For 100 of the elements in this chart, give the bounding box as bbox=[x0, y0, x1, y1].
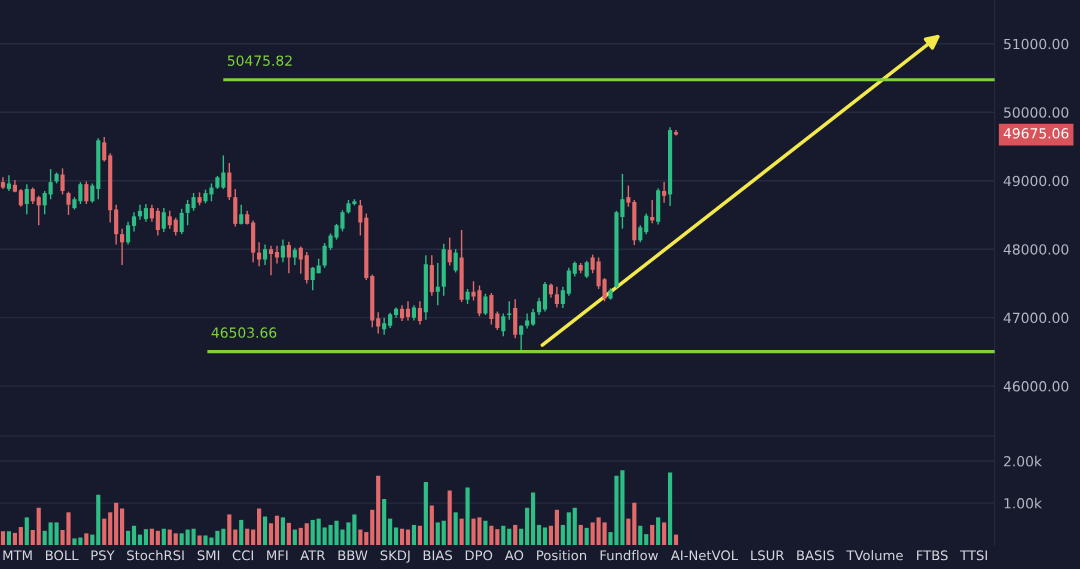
candlestick bbox=[36, 195, 41, 226]
candlestick bbox=[60, 167, 65, 196]
candlestick bbox=[447, 236, 452, 267]
bar bbox=[36, 507, 41, 546]
candlestick bbox=[102, 136, 107, 163]
bar bbox=[286, 522, 291, 546]
candlestick bbox=[48, 168, 53, 200]
bar bbox=[90, 534, 95, 546]
bar bbox=[376, 475, 381, 546]
text: BOLL bbox=[45, 550, 79, 561]
bar bbox=[42, 530, 47, 546]
text: ATR bbox=[300, 550, 326, 561]
bar bbox=[578, 524, 583, 546]
bar bbox=[429, 505, 434, 546]
candlestick bbox=[358, 199, 363, 237]
bar bbox=[662, 522, 667, 546]
text: BIAS bbox=[423, 550, 453, 561]
bar bbox=[358, 529, 363, 546]
text: StochRSI bbox=[127, 550, 184, 561]
candlestick bbox=[286, 240, 291, 274]
candlestick bbox=[280, 238, 285, 263]
candlestick bbox=[376, 311, 381, 335]
candlestick bbox=[417, 300, 422, 326]
candlestick bbox=[519, 324, 524, 353]
bar bbox=[137, 534, 143, 546]
candlestick bbox=[554, 286, 559, 309]
candlestick bbox=[262, 243, 268, 266]
candlestick bbox=[483, 292, 488, 316]
bar bbox=[102, 518, 107, 546]
ref-line-label: 46503.66 bbox=[211, 327, 277, 338]
bar bbox=[405, 529, 411, 546]
y-tick-label: 49000.00 bbox=[1003, 175, 1069, 187]
bar bbox=[298, 527, 303, 546]
bar bbox=[268, 523, 274, 546]
candlestick bbox=[125, 221, 131, 246]
bar bbox=[560, 524, 565, 546]
bar bbox=[251, 529, 256, 546]
bar bbox=[120, 508, 125, 546]
y-tick-label: 2.00k bbox=[1004, 455, 1042, 467]
candlestick bbox=[405, 300, 411, 322]
bar bbox=[417, 525, 422, 546]
text: LSUR bbox=[751, 550, 785, 561]
text: AO bbox=[504, 550, 524, 561]
bar bbox=[650, 524, 655, 546]
bar bbox=[262, 516, 268, 546]
bar bbox=[131, 525, 137, 546]
bar bbox=[257, 508, 262, 546]
text: MTM bbox=[3, 550, 32, 561]
bar bbox=[423, 482, 428, 546]
bar bbox=[179, 533, 184, 546]
bar bbox=[530, 492, 536, 546]
bar bbox=[239, 519, 244, 546]
bar bbox=[441, 520, 446, 546]
candlestick bbox=[90, 182, 95, 204]
y-tick-label: 48000.00 bbox=[1003, 244, 1069, 255]
candlestick bbox=[566, 266, 571, 297]
text: DPO bbox=[465, 550, 493, 561]
bar bbox=[6, 531, 12, 546]
bar bbox=[638, 525, 643, 546]
bar bbox=[584, 527, 589, 546]
candlestick bbox=[435, 262, 440, 307]
bar bbox=[673, 534, 679, 546]
bar bbox=[167, 529, 172, 546]
bar bbox=[411, 524, 417, 546]
bar bbox=[447, 490, 452, 546]
candlestick bbox=[161, 207, 166, 233]
text: CCI bbox=[232, 550, 253, 561]
bar bbox=[590, 522, 595, 546]
bar bbox=[84, 533, 89, 546]
bar bbox=[24, 517, 29, 546]
candlestick bbox=[560, 286, 565, 309]
bar bbox=[221, 528, 226, 546]
candlestick bbox=[268, 245, 274, 276]
bar bbox=[536, 524, 542, 546]
bar bbox=[465, 487, 470, 546]
bar bbox=[143, 529, 149, 546]
text: Fundflow bbox=[600, 550, 658, 561]
bar bbox=[274, 515, 280, 546]
candlestick bbox=[6, 174, 12, 192]
candlestick bbox=[489, 292, 494, 326]
text: MFI bbox=[267, 550, 288, 561]
text: SMI bbox=[197, 550, 220, 561]
bar bbox=[644, 534, 649, 546]
bar bbox=[155, 530, 160, 546]
bar bbox=[18, 527, 23, 546]
candlestick bbox=[131, 211, 137, 233]
bar bbox=[513, 524, 518, 546]
bar bbox=[483, 520, 488, 546]
bar bbox=[227, 514, 232, 546]
bar bbox=[96, 494, 101, 546]
candlestick bbox=[84, 180, 89, 205]
bar bbox=[501, 525, 506, 546]
bar bbox=[667, 472, 673, 546]
bar bbox=[435, 522, 440, 546]
bar bbox=[12, 532, 17, 546]
candlestick bbox=[239, 203, 244, 226]
candlestick bbox=[501, 312, 506, 337]
bar bbox=[489, 525, 494, 546]
candlestick bbox=[590, 253, 595, 274]
bar bbox=[382, 498, 387, 546]
